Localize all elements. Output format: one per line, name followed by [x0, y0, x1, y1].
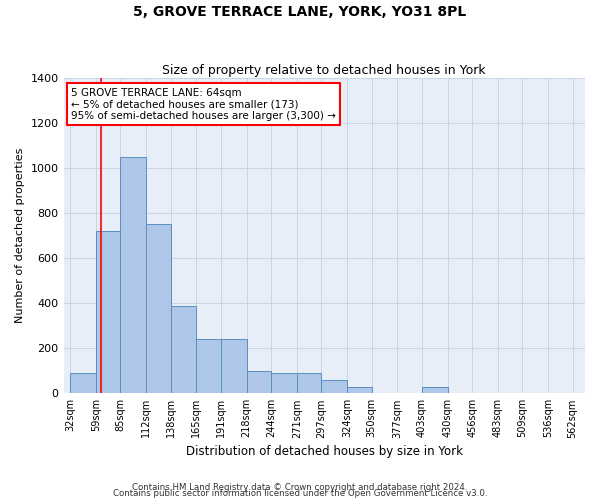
Text: 5, GROVE TERRACE LANE, YORK, YO31 8PL: 5, GROVE TERRACE LANE, YORK, YO31 8PL [133, 5, 467, 19]
Bar [297, 373, 322, 394]
Text: Contains public sector information licensed under the Open Government Licence v3: Contains public sector information licen… [113, 490, 487, 498]
Bar [96, 231, 121, 394]
Bar [347, 386, 371, 394]
X-axis label: Distribution of detached houses by size in York: Distribution of detached houses by size … [186, 444, 463, 458]
Text: 5 GROVE TERRACE LANE: 64sqm
← 5% of detached houses are smaller (173)
95% of sem: 5 GROVE TERRACE LANE: 64sqm ← 5% of deta… [71, 88, 336, 121]
Bar [196, 340, 221, 394]
Bar [146, 224, 170, 394]
Text: Contains HM Land Registry data © Crown copyright and database right 2024.: Contains HM Land Registry data © Crown c… [132, 483, 468, 492]
Bar [221, 340, 247, 394]
Y-axis label: Number of detached properties: Number of detached properties [15, 148, 25, 324]
Bar [422, 386, 448, 394]
Title: Size of property relative to detached houses in York: Size of property relative to detached ho… [163, 64, 486, 77]
Bar [70, 373, 96, 394]
Bar [271, 373, 297, 394]
Bar [247, 371, 271, 394]
Bar [322, 380, 347, 394]
Bar [121, 157, 146, 394]
Bar [170, 306, 196, 394]
